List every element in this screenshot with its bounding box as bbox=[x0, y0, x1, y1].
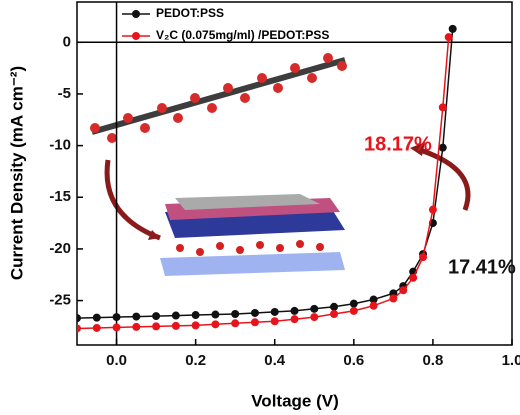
data-point bbox=[419, 253, 428, 262]
data-point bbox=[191, 311, 200, 320]
data-point bbox=[438, 103, 447, 112]
legend-marker bbox=[132, 10, 140, 18]
data-point bbox=[250, 308, 259, 317]
data-point bbox=[77, 324, 81, 333]
x-axis-label: Voltage (V) bbox=[251, 391, 339, 410]
annotation: 18.17% bbox=[364, 133, 432, 155]
data-point bbox=[330, 302, 339, 311]
data-point bbox=[290, 315, 299, 324]
y-tick-label: -5 bbox=[58, 85, 71, 102]
data-point bbox=[310, 304, 319, 313]
arrow-head bbox=[148, 230, 160, 240]
data-point bbox=[152, 312, 161, 321]
data-point bbox=[349, 299, 358, 308]
x-tick-label: 0.2 bbox=[185, 352, 206, 369]
data-point bbox=[152, 322, 161, 331]
data-point bbox=[409, 273, 418, 282]
plot-frame bbox=[76, 1, 513, 346]
data-point bbox=[92, 323, 101, 332]
data-point bbox=[132, 322, 141, 331]
x-tick-label: 1.0 bbox=[502, 352, 520, 369]
x-tick-label: 0.0 bbox=[106, 352, 127, 369]
legend-marker bbox=[132, 32, 140, 40]
illustration-device bbox=[160, 194, 345, 276]
data-point bbox=[290, 306, 299, 315]
data-point bbox=[191, 321, 200, 330]
series-line bbox=[77, 28, 454, 319]
data-point bbox=[250, 318, 259, 327]
data-point bbox=[330, 310, 339, 319]
data-point bbox=[231, 310, 240, 319]
x-tick-label: 0.6 bbox=[343, 352, 364, 369]
data-point bbox=[310, 313, 319, 322]
data-point bbox=[231, 319, 240, 328]
data-point bbox=[270, 317, 279, 326]
data-point bbox=[349, 306, 358, 315]
data-point bbox=[369, 301, 378, 310]
data-point bbox=[369, 295, 378, 304]
y-axis-label: Current Density (mA cm⁻²) bbox=[7, 66, 26, 280]
data-point bbox=[444, 33, 453, 42]
illustration-chain bbox=[90, 53, 347, 143]
annotation: 17.41% bbox=[448, 256, 516, 278]
data-point bbox=[399, 286, 408, 295]
data-point bbox=[77, 314, 81, 323]
data-point bbox=[92, 313, 101, 322]
data-point bbox=[389, 294, 398, 303]
x-tick-label: 0.8 bbox=[422, 352, 443, 369]
data-point bbox=[211, 310, 220, 319]
legend-label: V₂C (0.075mg/ml) /PEDOT:PSS bbox=[156, 28, 329, 42]
data-point bbox=[112, 313, 121, 322]
y-tick-label: -25 bbox=[49, 292, 71, 309]
data-point bbox=[438, 143, 447, 152]
y-tick-label: -20 bbox=[49, 240, 71, 257]
data-point bbox=[428, 205, 437, 214]
data-point bbox=[171, 311, 180, 320]
data-point bbox=[270, 307, 279, 316]
y-tick-label: -15 bbox=[49, 188, 71, 205]
data-point bbox=[211, 320, 220, 329]
y-tick-label: 0 bbox=[63, 33, 71, 50]
arrow-head bbox=[410, 142, 425, 156]
x-tick-label: 0.4 bbox=[264, 352, 286, 369]
data-point bbox=[112, 323, 121, 332]
data-point bbox=[171, 321, 180, 330]
legend-label: PEDOT:PSS bbox=[156, 6, 224, 20]
plot-area bbox=[77, 24, 457, 333]
data-point bbox=[132, 312, 141, 321]
y-tick-label: -10 bbox=[49, 137, 71, 154]
data-point bbox=[448, 24, 457, 33]
